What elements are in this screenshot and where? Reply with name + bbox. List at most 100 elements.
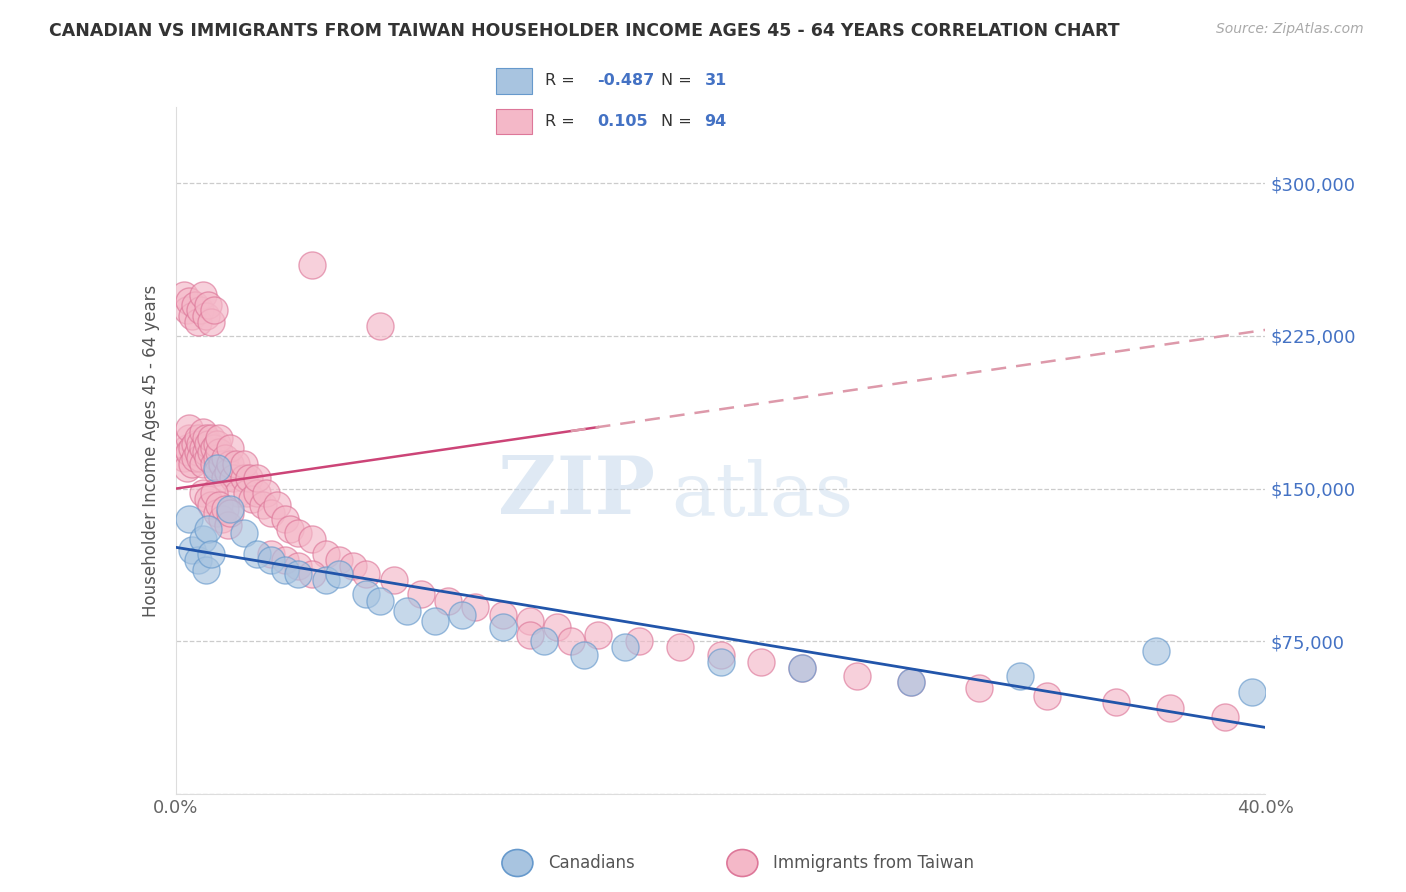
- Point: [179, 512, 201, 526]
- Point: [197, 491, 219, 506]
- Point: [214, 502, 236, 516]
- Point: [254, 485, 277, 500]
- Point: [287, 526, 309, 541]
- Point: [274, 553, 297, 567]
- Point: [191, 533, 214, 547]
- Text: atlas: atlas: [672, 458, 853, 532]
- Point: [225, 457, 247, 471]
- Point: [173, 451, 195, 466]
- Point: [315, 547, 337, 561]
- Point: [614, 640, 637, 655]
- Text: Canadians: Canadians: [548, 854, 636, 872]
- Point: [238, 471, 260, 485]
- Point: [197, 451, 219, 466]
- Point: [191, 425, 214, 439]
- Point: [222, 471, 245, 485]
- Point: [246, 485, 269, 500]
- Point: [188, 437, 211, 451]
- Point: [200, 498, 222, 512]
- Point: [969, 681, 991, 695]
- Point: [176, 441, 198, 455]
- Point: [194, 309, 217, 323]
- Point: [214, 471, 236, 485]
- Point: [586, 628, 609, 642]
- Point: [186, 431, 209, 445]
- Point: [274, 563, 297, 577]
- Point: [464, 599, 486, 614]
- Point: [186, 445, 209, 459]
- Point: [235, 485, 257, 500]
- FancyBboxPatch shape: [496, 109, 531, 134]
- Point: [219, 441, 242, 455]
- Point: [208, 431, 231, 445]
- Point: [278, 522, 301, 536]
- Point: [205, 466, 228, 480]
- Point: [194, 445, 217, 459]
- Point: [252, 498, 274, 512]
- Point: [900, 675, 922, 690]
- Point: [179, 420, 201, 434]
- Text: N =: N =: [661, 114, 696, 129]
- Point: [574, 648, 596, 663]
- Point: [1159, 701, 1181, 715]
- Point: [191, 441, 214, 455]
- Text: R =: R =: [546, 114, 581, 129]
- Point: [519, 628, 541, 642]
- Point: [356, 567, 378, 582]
- Point: [342, 558, 364, 573]
- Point: [260, 547, 283, 561]
- Point: [194, 563, 217, 577]
- Point: [202, 485, 225, 500]
- Point: [232, 457, 254, 471]
- Point: [260, 553, 283, 567]
- Point: [792, 661, 814, 675]
- Point: [1104, 695, 1126, 709]
- Point: [202, 457, 225, 471]
- Point: [188, 302, 211, 317]
- Point: [211, 457, 233, 471]
- Point: [301, 567, 323, 582]
- Point: [240, 491, 263, 506]
- Point: [423, 614, 446, 628]
- Point: [356, 587, 378, 601]
- Point: [197, 437, 219, 451]
- Point: [287, 558, 309, 573]
- Point: [184, 451, 207, 466]
- Ellipse shape: [727, 849, 758, 877]
- Point: [181, 441, 204, 455]
- Point: [194, 431, 217, 445]
- Point: [751, 655, 773, 669]
- Point: [232, 526, 254, 541]
- Text: Source: ZipAtlas.com: Source: ZipAtlas.com: [1216, 22, 1364, 37]
- Point: [409, 587, 432, 601]
- Point: [181, 457, 204, 471]
- Point: [710, 648, 733, 663]
- Point: [184, 298, 207, 312]
- Point: [1010, 669, 1032, 683]
- Point: [274, 512, 297, 526]
- Point: [1240, 685, 1263, 699]
- Point: [188, 451, 211, 466]
- Text: 0.105: 0.105: [598, 114, 648, 129]
- Point: [200, 431, 222, 445]
- Point: [900, 675, 922, 690]
- Point: [184, 437, 207, 451]
- Point: [368, 318, 391, 333]
- Point: [173, 288, 195, 302]
- Point: [301, 533, 323, 547]
- Text: 31: 31: [704, 73, 727, 88]
- Point: [219, 506, 242, 520]
- Point: [546, 620, 568, 634]
- Point: [219, 457, 242, 471]
- Point: [200, 445, 222, 459]
- Point: [396, 604, 419, 618]
- Text: CANADIAN VS IMMIGRANTS FROM TAIWAN HOUSEHOLDER INCOME AGES 45 - 64 YEARS CORRELA: CANADIAN VS IMMIGRANTS FROM TAIWAN HOUSE…: [49, 22, 1119, 40]
- Point: [710, 655, 733, 669]
- Point: [228, 485, 250, 500]
- Point: [301, 258, 323, 272]
- Text: N =: N =: [661, 73, 696, 88]
- Point: [176, 302, 198, 317]
- FancyBboxPatch shape: [496, 68, 531, 94]
- Point: [214, 451, 236, 466]
- Point: [260, 506, 283, 520]
